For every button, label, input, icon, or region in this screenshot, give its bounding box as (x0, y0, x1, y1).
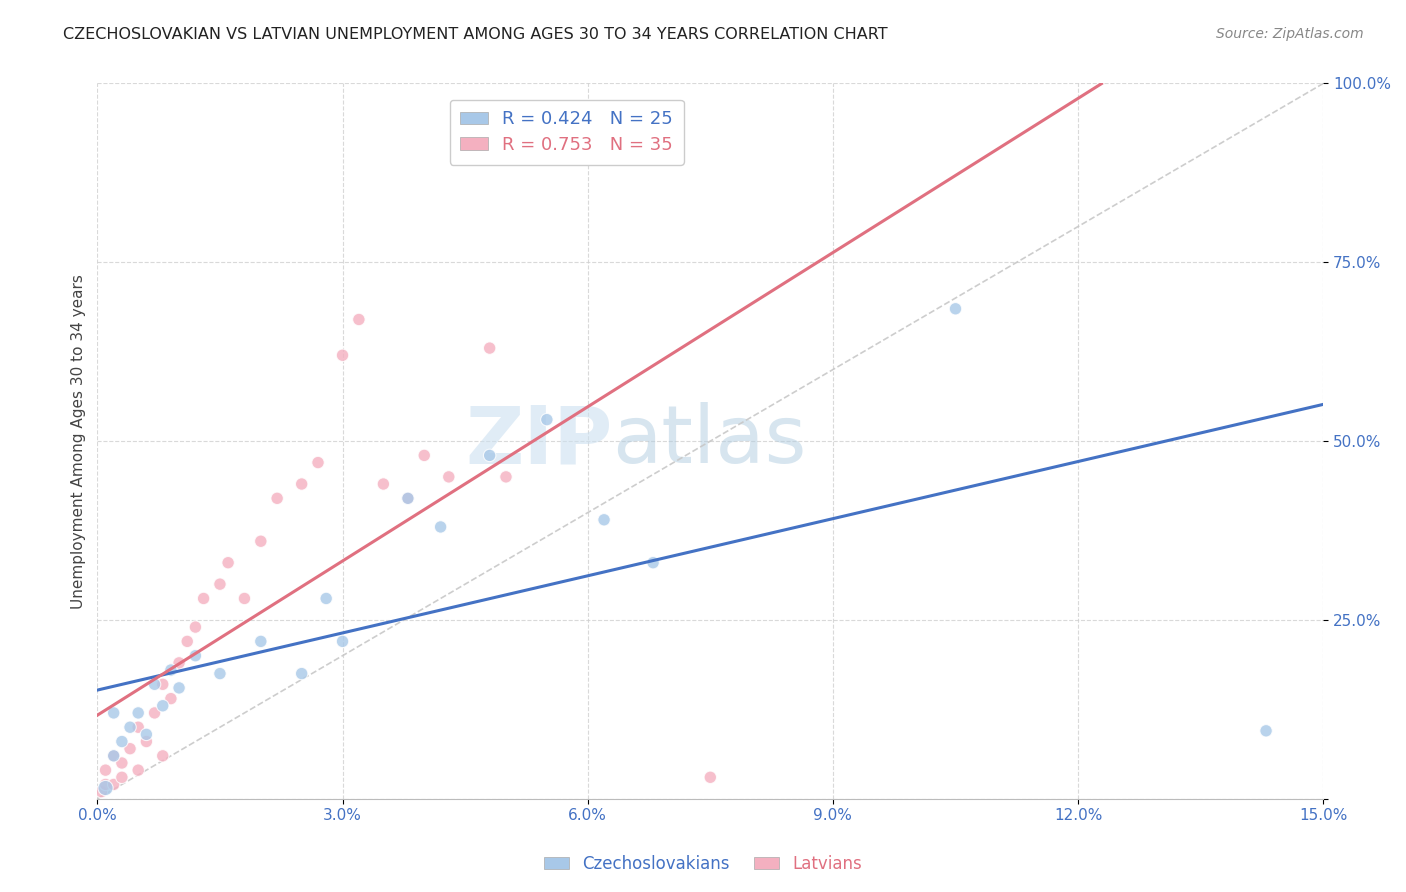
Point (176, 634, 198, 648)
Point (127, 706, 149, 720)
Point (307, 456, 329, 470)
Point (699, 770, 721, 784)
Point (291, 477, 314, 491)
Point (118, 720, 141, 734)
Point (536, 412, 558, 426)
Point (249, 534, 271, 549)
Text: ZIP: ZIP (465, 402, 612, 480)
Text: Source: ZipAtlas.com: Source: ZipAtlas.com (1216, 27, 1364, 41)
Legend: Czechoslovakians, Latvians: Czechoslovakians, Latvians (537, 848, 869, 880)
Point (396, 491, 419, 506)
Point (143, 706, 166, 720)
Point (94, 777, 117, 791)
Point (266, 491, 288, 506)
Point (1254, 723, 1277, 738)
Point (152, 748, 174, 763)
Point (945, 301, 967, 316)
Point (143, 677, 166, 691)
Point (643, 556, 665, 570)
Point (94, 780, 117, 795)
Point (94, 763, 117, 777)
Point (127, 720, 149, 734)
Point (167, 656, 190, 670)
Point (135, 734, 157, 748)
Point (90, 784, 112, 798)
Point (103, 748, 125, 763)
Point (495, 470, 517, 484)
Point (478, 449, 501, 463)
Point (249, 634, 271, 648)
Point (396, 491, 419, 506)
Point (184, 648, 207, 663)
Point (208, 577, 231, 591)
Point (332, 634, 354, 648)
Y-axis label: Unemployment Among Ages 30 to 34 years: Unemployment Among Ages 30 to 34 years (72, 274, 86, 608)
Point (373, 477, 395, 491)
Point (118, 741, 141, 756)
Point (291, 666, 314, 681)
Point (208, 666, 231, 681)
Legend: R = 0.424   N = 25, R = 0.753   N = 35: R = 0.424 N = 25, R = 0.753 N = 35 (450, 100, 683, 164)
Point (111, 756, 134, 770)
Text: atlas: atlas (612, 402, 807, 480)
Point (429, 520, 451, 534)
Point (160, 663, 183, 677)
Point (152, 677, 174, 691)
Point (160, 691, 183, 706)
Point (217, 556, 239, 570)
Point (332, 348, 354, 362)
Point (413, 449, 436, 463)
Point (347, 312, 370, 326)
Point (593, 513, 616, 527)
Point (103, 706, 125, 720)
Point (135, 727, 157, 741)
Point (167, 681, 190, 695)
Point (193, 591, 215, 606)
Point (233, 591, 256, 606)
Point (437, 470, 460, 484)
Point (184, 620, 207, 634)
Point (111, 734, 134, 748)
Point (111, 770, 134, 784)
Text: CZECHOSLOVAKIAN VS LATVIAN UNEMPLOYMENT AMONG AGES 30 TO 34 YEARS CORRELATION CH: CZECHOSLOVAKIAN VS LATVIAN UNEMPLOYMENT … (63, 27, 889, 42)
Point (315, 591, 337, 606)
Point (478, 341, 501, 355)
Point (152, 698, 174, 713)
Point (103, 777, 125, 791)
Point (103, 748, 125, 763)
Point (127, 763, 149, 777)
